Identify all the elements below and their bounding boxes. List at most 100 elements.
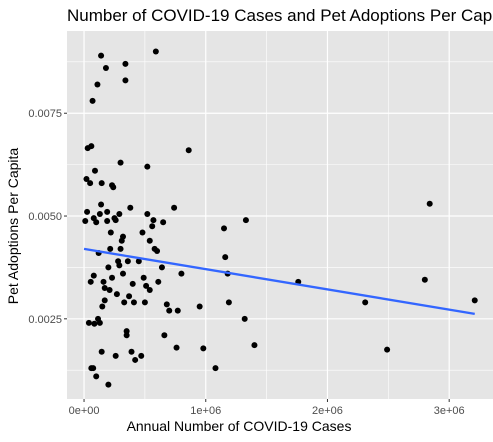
plot-panel	[67, 31, 493, 399]
data-point	[96, 210, 103, 217]
data-point	[155, 278, 162, 285]
data-point	[105, 264, 112, 271]
data-point	[121, 299, 128, 306]
data-point	[146, 237, 153, 244]
data-point	[99, 303, 106, 310]
data-point	[171, 204, 178, 211]
data-point	[166, 307, 173, 314]
data-point	[98, 52, 105, 59]
data-point	[146, 287, 153, 294]
data-point	[124, 258, 131, 265]
data-point	[116, 262, 123, 269]
data-point	[91, 320, 98, 327]
data-point	[93, 373, 100, 380]
data-point	[93, 219, 100, 226]
data-point	[98, 180, 105, 187]
data-point	[160, 219, 167, 226]
data-point	[178, 270, 185, 277]
x-tick-label: 1e+06	[190, 405, 221, 417]
data-point	[122, 77, 129, 84]
data-point	[158, 264, 165, 271]
data-point	[129, 280, 136, 287]
data-point	[150, 217, 157, 224]
data-point	[107, 245, 114, 252]
data-point	[90, 272, 97, 279]
data-point	[117, 159, 124, 166]
data-point	[110, 184, 117, 191]
y-tick-label: 0.0050	[28, 211, 62, 223]
data-point	[98, 201, 105, 208]
data-point	[144, 210, 151, 217]
data-point	[88, 143, 95, 150]
data-point	[105, 381, 112, 388]
data-point	[196, 303, 203, 310]
data-point	[421, 276, 428, 283]
data-point	[85, 319, 92, 326]
data-point	[128, 348, 135, 355]
data-point	[132, 356, 139, 363]
data-point	[174, 307, 181, 314]
chart-title: Number of COVID-19 Cases and Pet Adoptio…	[67, 6, 493, 25]
grid-minor	[67, 31, 493, 399]
data-point	[90, 365, 97, 372]
data-point	[119, 233, 126, 240]
data-point	[222, 254, 229, 261]
data-point	[127, 204, 134, 211]
data-point	[143, 282, 150, 289]
data-point	[135, 258, 142, 265]
data-point	[154, 247, 161, 254]
data-point	[152, 48, 159, 55]
data-point	[119, 270, 126, 277]
y-tick-label: 0.0025	[28, 314, 62, 326]
data-point	[101, 297, 108, 304]
data-point	[251, 342, 258, 349]
data-point	[362, 299, 369, 306]
data-point	[87, 278, 94, 285]
data-point	[200, 345, 207, 352]
data-point	[173, 344, 180, 351]
data-point	[138, 352, 145, 359]
data-point	[149, 223, 156, 230]
data-point	[107, 229, 114, 236]
data-point	[112, 217, 119, 224]
data-point	[221, 225, 228, 232]
data-point	[91, 167, 98, 174]
data-point	[104, 208, 111, 215]
y-axis-label: Pet Adoptions Per Capita	[5, 148, 21, 305]
data-point	[109, 274, 116, 281]
x-tick-label: 0e+00	[69, 405, 100, 417]
data-point	[123, 332, 130, 339]
data-point	[225, 299, 232, 306]
data-point	[116, 210, 123, 217]
data-point	[140, 274, 147, 281]
data-point	[161, 332, 168, 339]
data-point	[87, 180, 94, 187]
data-point	[98, 348, 105, 355]
data-point	[82, 217, 89, 224]
x-tick-label: 2e+06	[312, 405, 343, 417]
data-point	[84, 208, 91, 215]
data-point	[96, 319, 103, 326]
data-point	[384, 346, 391, 353]
x-tick-label: 3e+06	[434, 405, 465, 417]
data-point	[83, 176, 90, 183]
data-point	[471, 297, 478, 304]
data-point	[94, 81, 101, 88]
data-point	[113, 291, 120, 298]
data-point	[101, 284, 108, 291]
data-point	[185, 147, 192, 154]
data-point	[117, 245, 124, 252]
data-point	[122, 60, 129, 67]
data-point	[141, 299, 148, 306]
data-point	[426, 200, 433, 207]
data-point	[163, 301, 170, 308]
data-point	[144, 163, 151, 170]
data-point	[112, 352, 119, 359]
data-point	[102, 65, 109, 72]
grid-major	[67, 31, 493, 399]
data-point	[241, 315, 248, 322]
data-point	[242, 217, 249, 224]
data-point	[123, 328, 130, 335]
data-point	[104, 217, 111, 224]
